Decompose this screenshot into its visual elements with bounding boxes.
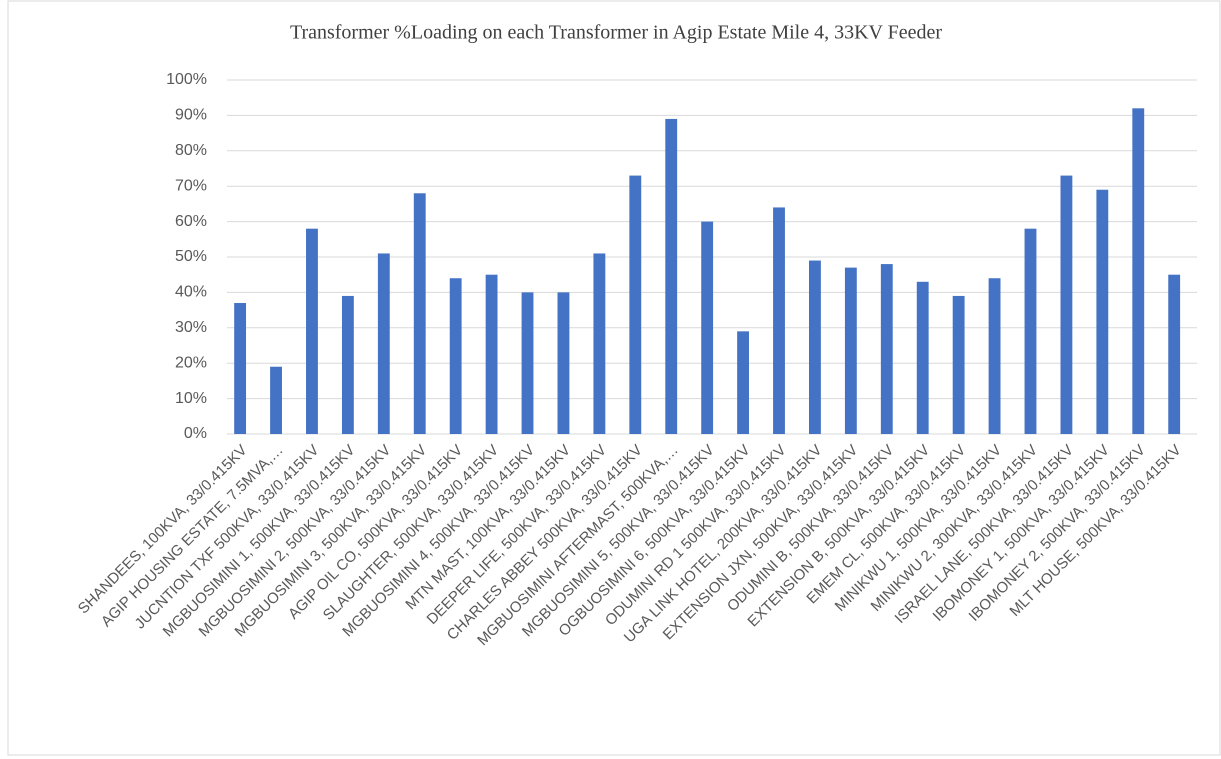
y-tick-label: 60% [175,213,207,230]
bar [557,292,570,434]
y-tick-label: 30% [175,319,207,336]
bar [593,253,606,434]
bar [1024,228,1037,434]
y-tick-label: 90% [175,107,207,124]
bar [737,331,750,434]
bar [1168,274,1181,434]
bar [629,175,642,434]
bar [809,260,821,434]
bar [377,253,390,434]
bar [521,292,534,434]
bar [1132,108,1145,434]
y-tick-label: 0% [184,425,207,442]
y-tick-label: 10% [175,390,207,407]
bar [1060,175,1073,434]
bar [485,274,498,434]
bar [880,264,893,434]
bar [306,228,318,434]
bar [773,207,785,434]
bar [952,295,965,434]
y-tick-label: 50% [175,248,207,265]
bar [341,295,354,434]
bar [449,278,462,434]
y-tick-label: 100% [166,71,207,88]
chart-title: Transformer %Loading on each Transformer… [290,22,942,44]
y-tick-label: 80% [175,142,207,159]
bar [916,281,929,434]
chart-frame [7,0,1221,756]
y-tick-label: 70% [175,177,207,194]
bar [234,303,247,434]
bar [413,193,426,434]
bar [1096,189,1109,434]
y-tick-label: 40% [175,284,207,301]
bar [988,278,1001,434]
bar [665,118,678,434]
bar [701,221,714,434]
y-tick-label: 20% [175,354,207,371]
bar [844,267,857,434]
bar [270,366,282,434]
